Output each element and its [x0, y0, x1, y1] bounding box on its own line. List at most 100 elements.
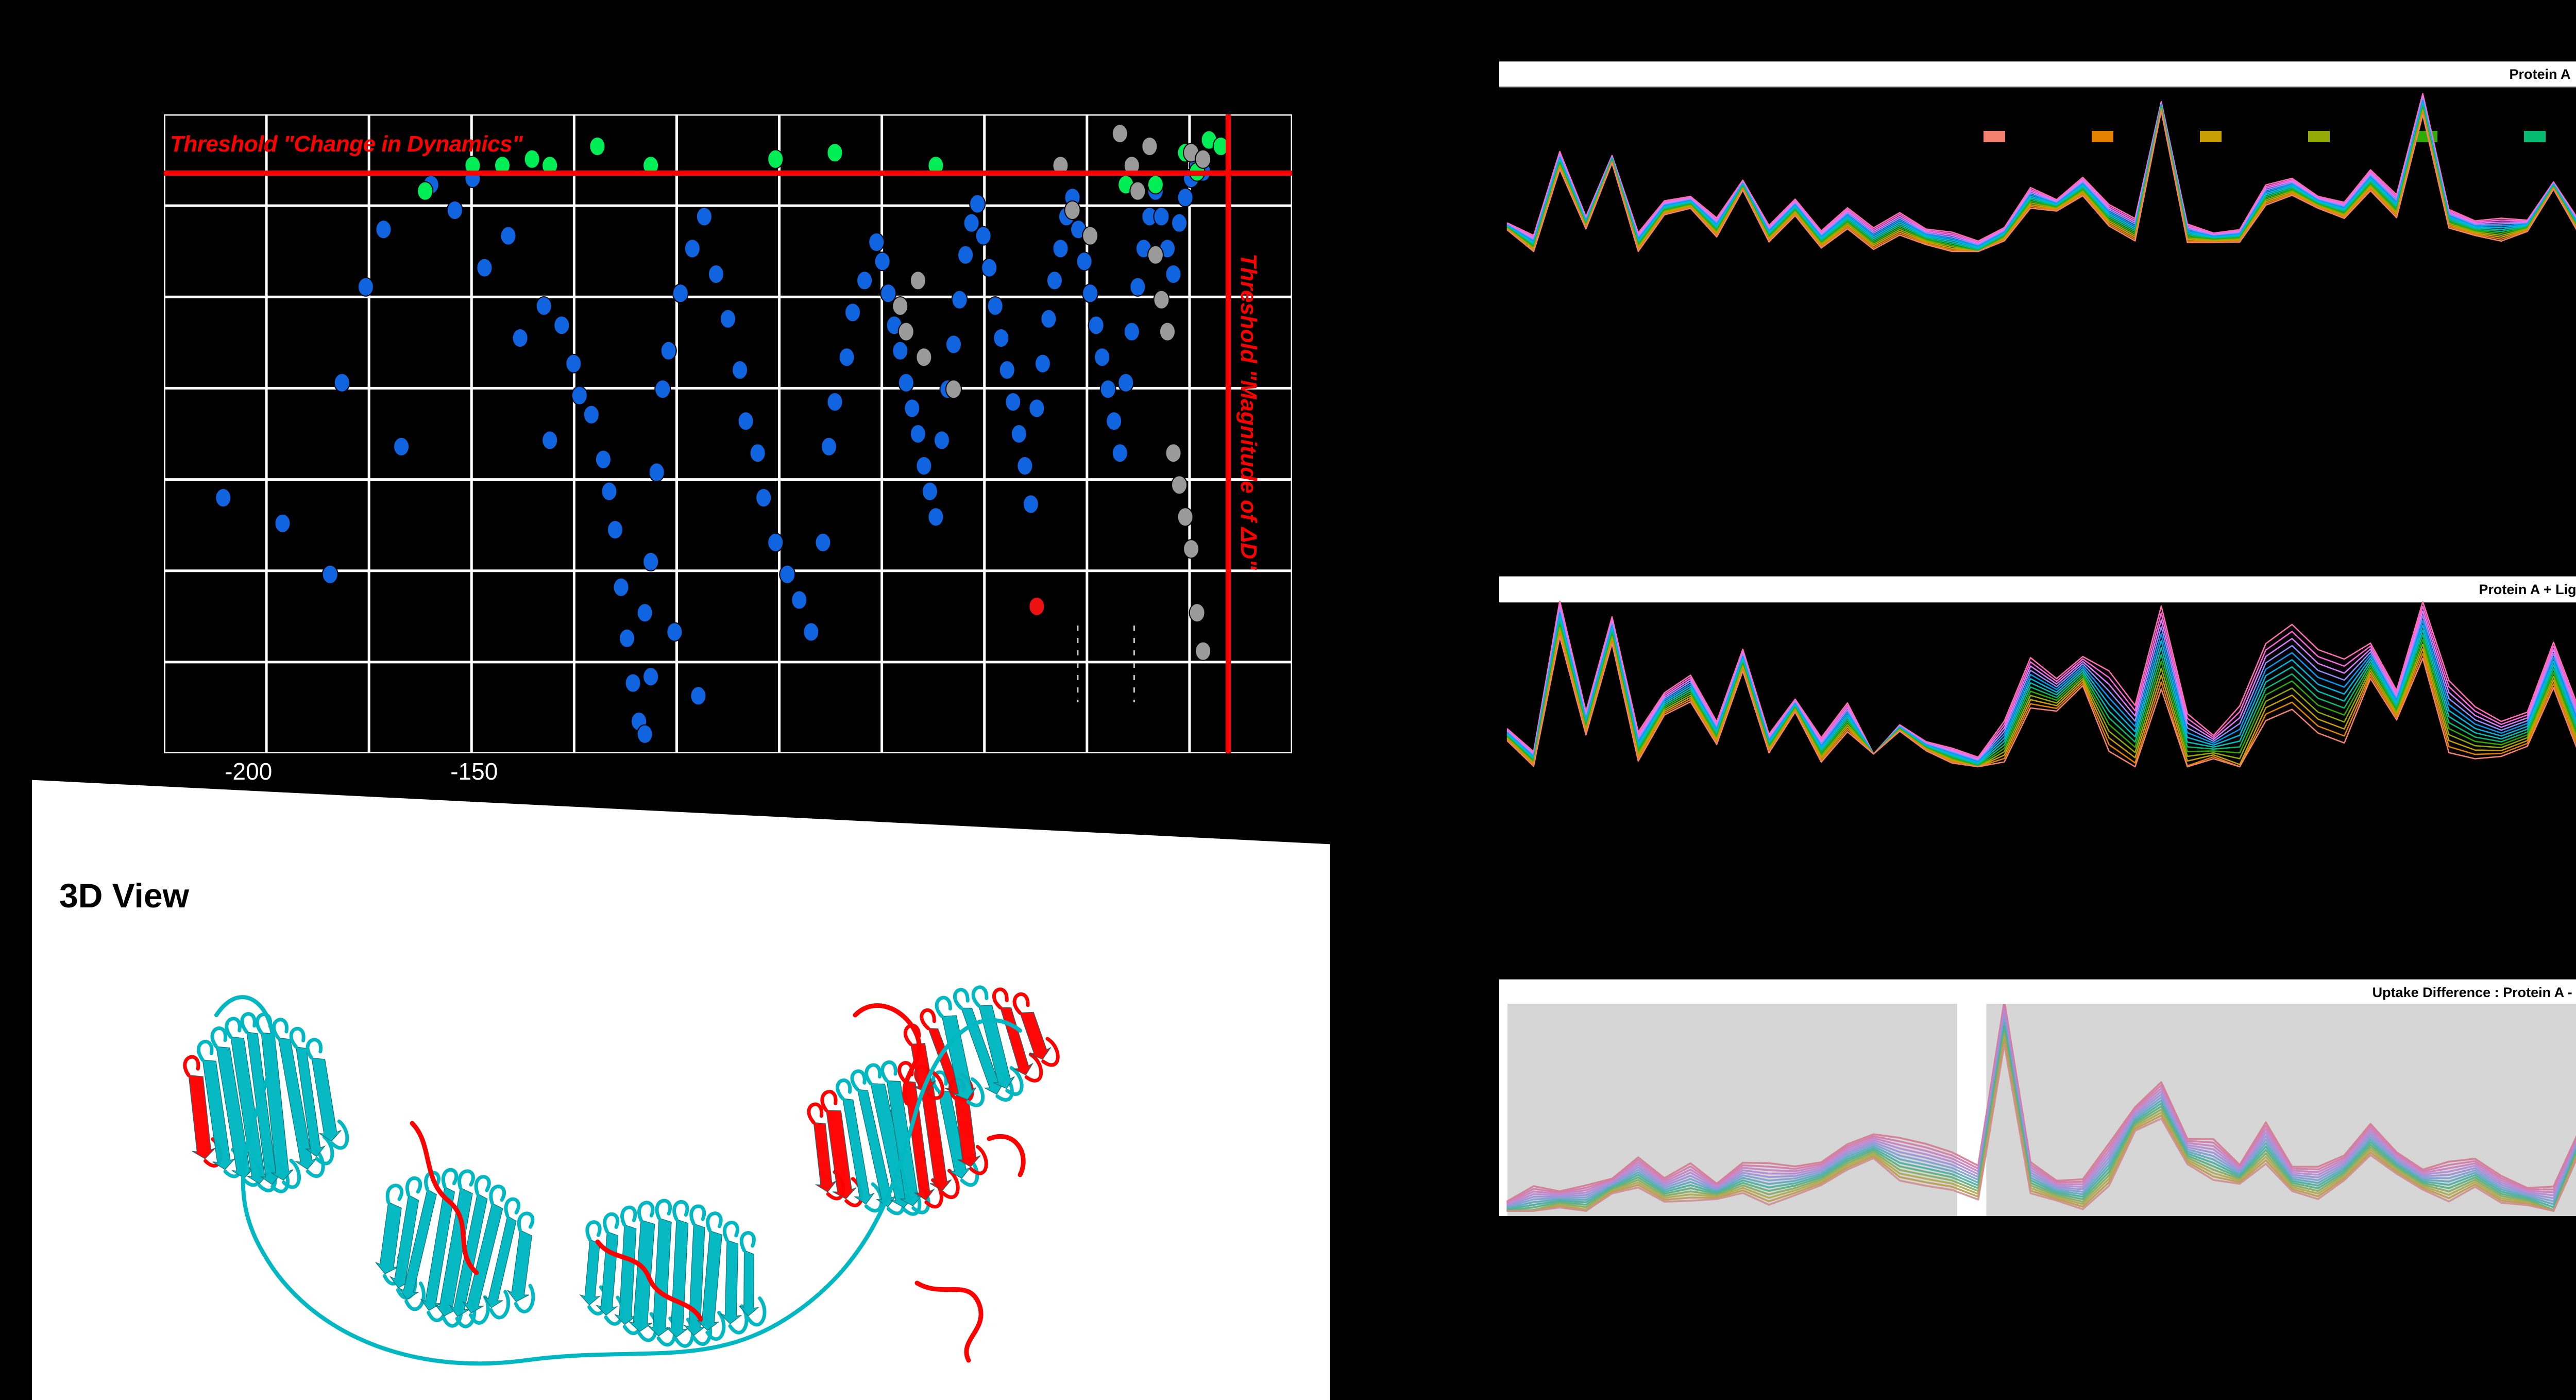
volcano-point[interactable]	[897, 373, 914, 393]
volcano-point[interactable]	[826, 392, 843, 412]
volcano-point[interactable]	[1046, 271, 1063, 291]
volcano-point[interactable]	[1076, 251, 1093, 272]
volcano-point[interactable]	[1082, 283, 1099, 303]
volcano-point[interactable]	[975, 226, 992, 246]
volcano-point[interactable]	[820, 436, 837, 457]
volcano-point[interactable]	[1082, 226, 1099, 246]
volcano-point[interactable]	[1189, 603, 1206, 623]
volcano-point[interactable]	[417, 181, 434, 201]
uptake-series-line[interactable]	[1506, 110, 2576, 252]
volcano-point[interactable]	[375, 220, 392, 240]
volcano-point[interactable]	[1147, 245, 1164, 265]
volcano-point[interactable]	[571, 385, 588, 406]
volcano-point[interactable]	[512, 328, 529, 348]
volcano-point[interactable]	[892, 341, 909, 361]
volcano-point[interactable]	[856, 271, 873, 291]
volcano-point[interactable]	[1183, 539, 1200, 559]
uptake-series-line[interactable]	[1506, 94, 2576, 243]
volcano-point[interactable]	[1195, 149, 1212, 169]
volcano-point[interactable]	[927, 507, 944, 527]
volcano-point[interactable]	[684, 239, 701, 259]
volcano-point[interactable]	[1005, 392, 1022, 412]
volcano-point[interactable]	[1171, 213, 1188, 233]
volcano-point[interactable]	[1153, 207, 1170, 227]
volcano-point[interactable]	[215, 488, 232, 508]
volcano-point[interactable]	[613, 577, 630, 597]
volcano-point[interactable]	[607, 520, 623, 539]
volcano-point[interactable]	[1111, 124, 1128, 144]
volcano-point[interactable]	[274, 513, 291, 533]
uptake-series-line[interactable]	[1506, 1029, 2576, 1211]
volcano-point[interactable]	[553, 315, 570, 335]
volcano-point[interactable]	[648, 462, 665, 482]
volcano-point[interactable]	[1153, 290, 1170, 310]
volcano-point[interactable]	[1034, 353, 1051, 374]
volcano-point[interactable]	[815, 532, 832, 552]
protein-a-ligand-uptake-block[interactable]: Protein A + Ligand	[1499, 576, 2576, 772]
volcano-point[interactable]	[720, 309, 736, 329]
volcano-point[interactable]	[642, 552, 659, 571]
protein-a-canvas[interactable]	[1499, 86, 2576, 257]
volcano-point[interactable]	[1123, 322, 1140, 342]
volcano-point[interactable]	[779, 564, 796, 584]
volcano-point[interactable]	[838, 347, 855, 367]
volcano-point[interactable]	[749, 443, 766, 463]
legend-swatch-1[interactable]	[2091, 131, 2113, 142]
volcano-point[interactable]	[945, 379, 962, 399]
volcano-point[interactable]	[672, 283, 689, 303]
legend-swatch-5[interactable]	[2524, 131, 2546, 142]
volcano-point[interactable]	[803, 622, 820, 642]
volcano-point[interactable]	[1052, 239, 1069, 259]
volcano-point[interactable]	[1117, 373, 1134, 393]
legend-swatch-3[interactable]	[2308, 131, 2330, 142]
volcano-point[interactable]	[957, 245, 974, 265]
protein-a-uptake-block[interactable]: Protein A	[1499, 61, 2576, 257]
uptake-series-line[interactable]	[1506, 606, 2576, 761]
volcano-point[interactable]	[981, 258, 998, 278]
volcano-point[interactable]	[1010, 424, 1027, 444]
volcano-point[interactable]	[1028, 398, 1045, 418]
legend-swatch-2[interactable]	[2199, 131, 2222, 142]
volcano-point[interactable]	[1088, 315, 1105, 335]
volcano-point[interactable]	[1028, 596, 1045, 616]
uptake-series-line[interactable]	[1506, 1043, 2576, 1212]
uptake-series-line[interactable]	[1506, 618, 2576, 765]
volcano-point[interactable]	[916, 347, 933, 367]
volcano-point[interactable]	[690, 686, 707, 706]
volcano-point[interactable]	[909, 424, 926, 444]
uptake-series-line[interactable]	[1506, 1011, 2576, 1206]
volcano-point[interactable]	[767, 149, 784, 169]
volcano-point[interactable]	[619, 628, 636, 648]
volcano-point[interactable]	[933, 430, 950, 450]
uptake-series-line[interactable]	[1506, 609, 2576, 762]
volcano-point[interactable]	[945, 334, 962, 355]
uptake-series-line[interactable]	[1506, 1004, 2576, 1204]
volcano-point[interactable]	[909, 271, 926, 291]
volcano-point[interactable]	[951, 290, 968, 310]
volcano-point[interactable]	[868, 232, 885, 252]
volcano-point[interactable]	[921, 481, 938, 501]
volcano-point[interactable]	[1165, 443, 1182, 463]
uptake-series-line[interactable]	[1506, 601, 2576, 758]
volcano-point[interactable]	[660, 341, 677, 361]
volcano-point[interactable]	[1171, 475, 1188, 495]
volcano-point[interactable]	[897, 322, 914, 342]
volcano-point[interactable]	[446, 200, 463, 220]
volcano-point[interactable]	[707, 264, 724, 284]
volcano-point[interactable]	[565, 353, 582, 374]
volcano-point[interactable]	[636, 724, 653, 744]
volcano-point[interactable]	[732, 360, 749, 380]
volcano-point[interactable]	[1064, 200, 1081, 220]
volcano-point[interactable]	[767, 532, 784, 552]
volcano-point[interactable]	[654, 379, 671, 399]
uptake-series-line[interactable]	[1506, 1007, 2576, 1205]
protein-ribbon-structure[interactable]	[93, 922, 1216, 1386]
uptake-series-line[interactable]	[1506, 93, 2576, 242]
volcano-point[interactable]	[321, 564, 338, 584]
uptake-series-line[interactable]	[1506, 1015, 2576, 1207]
uptake-series-line[interactable]	[1506, 621, 2576, 766]
uptake-series-line[interactable]	[1506, 601, 2576, 760]
volcano-point[interactable]	[892, 296, 909, 316]
uptake-series-line[interactable]	[1506, 1004, 2576, 1202]
volcano-point[interactable]	[1016, 456, 1033, 476]
